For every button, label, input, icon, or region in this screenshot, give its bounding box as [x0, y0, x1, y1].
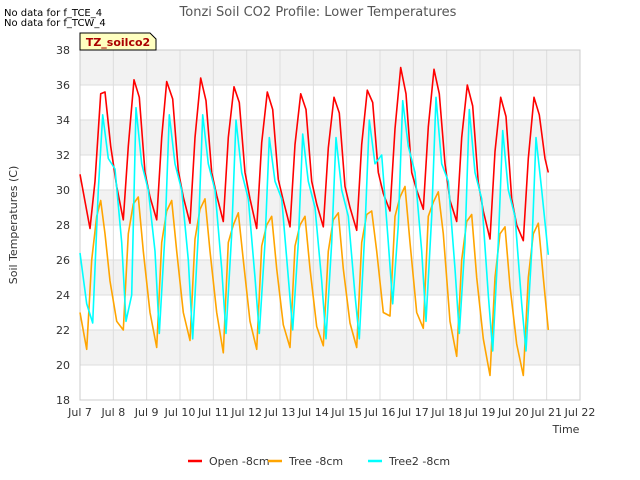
legend-label: Tree -8cm	[288, 455, 343, 468]
plot-background-bands	[80, 50, 580, 365]
x-tick-label: Jul 22	[564, 406, 596, 419]
series-layer	[79, 66, 550, 377]
x-tick-label: Jul 19	[464, 406, 496, 419]
y-tick-label: 28	[56, 219, 70, 232]
x-tick-label: Jul 8	[100, 406, 125, 419]
series-line-tree2-8cm	[79, 96, 550, 352]
x-tick-label: Jul 10	[164, 406, 196, 419]
legend: Open -8cm Tree -8cm Tree2 -8cm	[188, 455, 450, 468]
y-axis-label: Soil Temperatures (C)	[7, 166, 20, 285]
y-tick-label: 18	[56, 394, 70, 407]
y-tick-label: 34	[56, 114, 70, 127]
y-tick-label: 24	[56, 289, 70, 302]
x-tick-label: Jul 16	[364, 406, 396, 419]
x-tick-label: Jul 15	[330, 406, 362, 419]
x-tick-label: Jul 14	[297, 406, 329, 419]
y-tick-label: 20	[56, 359, 70, 372]
x-tick-labels: Jul 7 Jul 8 Jul 9 Jul 10 Jul 11 Jul 12 Jul 13 J…	[67, 406, 595, 419]
x-tick-label: Jul 13	[264, 406, 296, 419]
x-tick-label: Jul 20	[497, 406, 529, 419]
legend-label: Tree2 -8cm	[388, 455, 450, 468]
x-tick-label: Jul 18	[430, 406, 462, 419]
x-tick-label: Jul 11	[197, 406, 229, 419]
tag-label-text: TZ_soilco2	[86, 36, 150, 49]
legend-label: Open -8cm	[209, 455, 270, 468]
plot-band	[80, 190, 580, 225]
x-axis-label: Time	[552, 423, 580, 436]
series-line-open-8cm	[79, 66, 550, 242]
x-tick-label: Jul 12	[230, 406, 262, 419]
plot-band	[80, 330, 580, 365]
y-tick-label: 38	[56, 44, 70, 57]
y-tick-label: 26	[56, 254, 70, 267]
y-tick-label: 36	[56, 79, 70, 92]
series-line-tree-8cm	[79, 185, 550, 377]
tag-label-box[interactable]: TZ_soilco2	[79, 32, 157, 51]
y-tick-label: 30	[56, 184, 70, 197]
no-data-note-2: No data for f_TCW_4	[4, 18, 106, 29]
x-tick-label: Jul 9	[134, 406, 159, 419]
x-tick-label: Jul 17	[397, 406, 429, 419]
no-data-note-1: No data for f_TCE_4	[4, 8, 103, 19]
y-tick-labels: 18 20 22 24 26 28 30 32 34 36 38	[56, 44, 70, 407]
plot-band	[80, 50, 580, 85]
y-tick-label: 22	[56, 324, 70, 337]
x-tick-label: Jul 7	[67, 406, 92, 419]
tag-label-background	[79, 32, 157, 51]
x-tick-label: Jul 21	[530, 406, 562, 419]
plot-frame	[79, 49, 581, 401]
y-tick-label: 32	[56, 149, 70, 162]
chart-title: Tonzi Soil CO2 Profile: Lower Temperatur…	[179, 5, 457, 20]
